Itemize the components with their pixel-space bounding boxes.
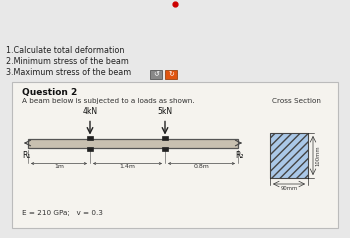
Bar (12, 82, 338, 228)
Text: 3.Maximum stress of the beam: 3.Maximum stress of the beam (6, 68, 131, 77)
Bar (28, 139, 238, 148)
Text: 100mm: 100mm (315, 145, 320, 166)
Text: 1m: 1m (54, 164, 64, 169)
Bar (87, 147, 93, 150)
Bar (162, 135, 168, 139)
Bar (165, 70, 177, 79)
Text: E = 210 GPa;   v = 0.3: E = 210 GPa; v = 0.3 (22, 210, 103, 216)
Text: R₂: R₂ (236, 152, 244, 160)
Text: Cross Section: Cross Section (272, 98, 321, 104)
Text: 4kN: 4kN (83, 106, 98, 115)
Text: 1.4m: 1.4m (119, 164, 135, 169)
Text: 5kN: 5kN (158, 106, 173, 115)
Text: R₁: R₁ (22, 152, 30, 160)
Text: 0.8m: 0.8m (194, 164, 209, 169)
Bar (270, 133, 308, 178)
Text: 1.Calculate total deformation: 1.Calculate total deformation (6, 46, 124, 55)
Text: ↺: ↺ (153, 71, 159, 78)
Bar (150, 70, 162, 79)
Bar (162, 147, 168, 150)
Text: 2.Minimum stress of the beam: 2.Minimum stress of the beam (6, 57, 129, 66)
Text: 90mm: 90mm (280, 186, 298, 191)
Text: ↻: ↻ (168, 71, 174, 78)
Text: A beam below is subjected to a loads as shown.: A beam below is subjected to a loads as … (22, 98, 195, 104)
Text: Question 2: Question 2 (22, 88, 77, 97)
Bar (87, 135, 93, 139)
